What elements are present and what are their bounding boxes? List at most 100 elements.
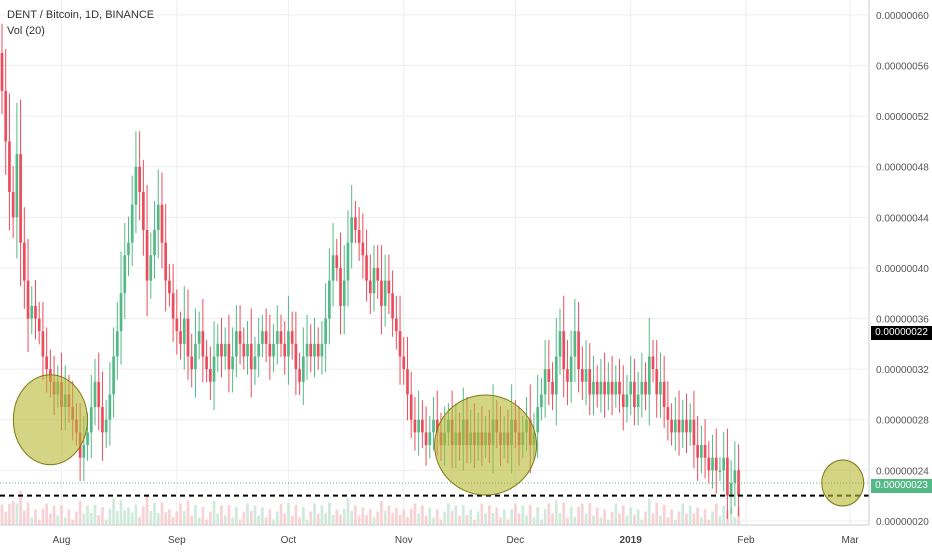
candle-body — [168, 280, 171, 294]
volume-bar — [536, 507, 540, 525]
candle-body — [127, 242, 130, 256]
volume-bar — [45, 503, 48, 525]
candle-body — [651, 356, 655, 370]
volume-bar — [22, 510, 26, 525]
volume-bar — [179, 503, 182, 525]
volume-bar — [249, 511, 253, 525]
volume-bar — [156, 513, 160, 525]
candle-body — [164, 242, 168, 281]
volume-bar — [599, 517, 603, 525]
volume-bar — [461, 505, 465, 525]
volume-bar — [551, 513, 554, 525]
candle-body — [647, 356, 651, 395]
volume-bar — [603, 509, 606, 525]
highlight-circle — [434, 394, 538, 496]
volume-bar — [4, 512, 8, 525]
candle-body — [368, 280, 372, 294]
candle-body — [112, 356, 115, 395]
y-tick-label: 0.00000048 — [876, 163, 929, 174]
volume-bar — [517, 513, 521, 525]
candle-body — [257, 343, 261, 357]
candle-body — [175, 318, 179, 332]
candle-body — [714, 457, 718, 471]
volume-bar — [354, 505, 357, 525]
level-price-tag: 0.00000023 — [871, 479, 932, 493]
volume-bar — [15, 503, 19, 525]
candle-body — [130, 204, 134, 243]
y-tick-label: 0.00000056 — [876, 62, 929, 73]
volume-bar — [380, 501, 383, 525]
volume-bar — [171, 517, 175, 525]
volume-bar — [421, 505, 424, 525]
candle-body — [123, 255, 127, 294]
volume-bar — [365, 515, 368, 525]
candle-body — [659, 381, 662, 395]
volume-bar — [506, 519, 510, 525]
candle-body — [398, 331, 402, 357]
candle-body — [82, 445, 86, 458]
volume-bar — [49, 513, 52, 525]
volume-bar — [707, 519, 711, 525]
candle-body — [406, 369, 409, 395]
candle-body — [320, 343, 324, 357]
volume-bar — [41, 509, 45, 525]
volume-bar — [108, 509, 112, 525]
volume-bar — [138, 517, 141, 525]
candle-body — [696, 445, 699, 458]
candle-body — [644, 381, 647, 395]
candle-body — [402, 356, 406, 370]
volume-bar — [235, 507, 238, 525]
volume-bar — [647, 498, 651, 525]
candle-body — [577, 331, 580, 370]
volume-bar — [279, 503, 283, 525]
candle-body — [547, 369, 551, 382]
volume-bar — [130, 512, 134, 525]
volume-bar — [618, 513, 621, 525]
volume-bar — [487, 505, 491, 525]
candle-body — [580, 369, 584, 382]
candle-body — [726, 457, 729, 496]
volume-bar — [573, 517, 577, 525]
volume-bar — [164, 512, 168, 525]
candle-body — [119, 293, 123, 332]
volume-bar — [450, 511, 454, 525]
candle-body — [387, 280, 391, 294]
candle-body — [558, 331, 562, 357]
volume-bar — [34, 509, 37, 525]
volume-bar — [473, 519, 476, 525]
volume-bar — [733, 517, 737, 525]
candle-body — [361, 242, 365, 256]
volume-bar — [283, 513, 287, 525]
candle-body — [391, 293, 394, 319]
candle-body — [279, 331, 283, 344]
candle-body — [625, 394, 629, 408]
volume-bar — [722, 505, 726, 525]
volume-bar — [651, 513, 655, 525]
candle-body — [703, 445, 707, 458]
candle-body — [179, 331, 182, 344]
candle-body — [205, 356, 208, 370]
volume-bar — [443, 511, 447, 525]
volume-bar — [112, 498, 115, 525]
candle-body — [383, 280, 387, 306]
candle-body — [424, 432, 428, 446]
volume-bar — [301, 507, 305, 525]
volume-bar — [242, 511, 246, 525]
candle-body — [372, 267, 376, 294]
candle-body — [171, 293, 175, 319]
candle-body — [41, 331, 45, 357]
volume-bar — [435, 509, 439, 525]
volume-bar — [495, 507, 499, 525]
volume-bar — [246, 503, 249, 525]
candle-body — [212, 356, 216, 382]
volume-bar — [19, 490, 22, 525]
candle-body — [421, 419, 424, 433]
candle-body — [536, 407, 540, 433]
candle-body — [19, 154, 22, 243]
candle-body — [235, 331, 238, 357]
candle-body — [350, 217, 354, 243]
volume-bar — [439, 519, 443, 525]
volume-bar — [595, 507, 599, 525]
volume-bar — [316, 513, 320, 525]
